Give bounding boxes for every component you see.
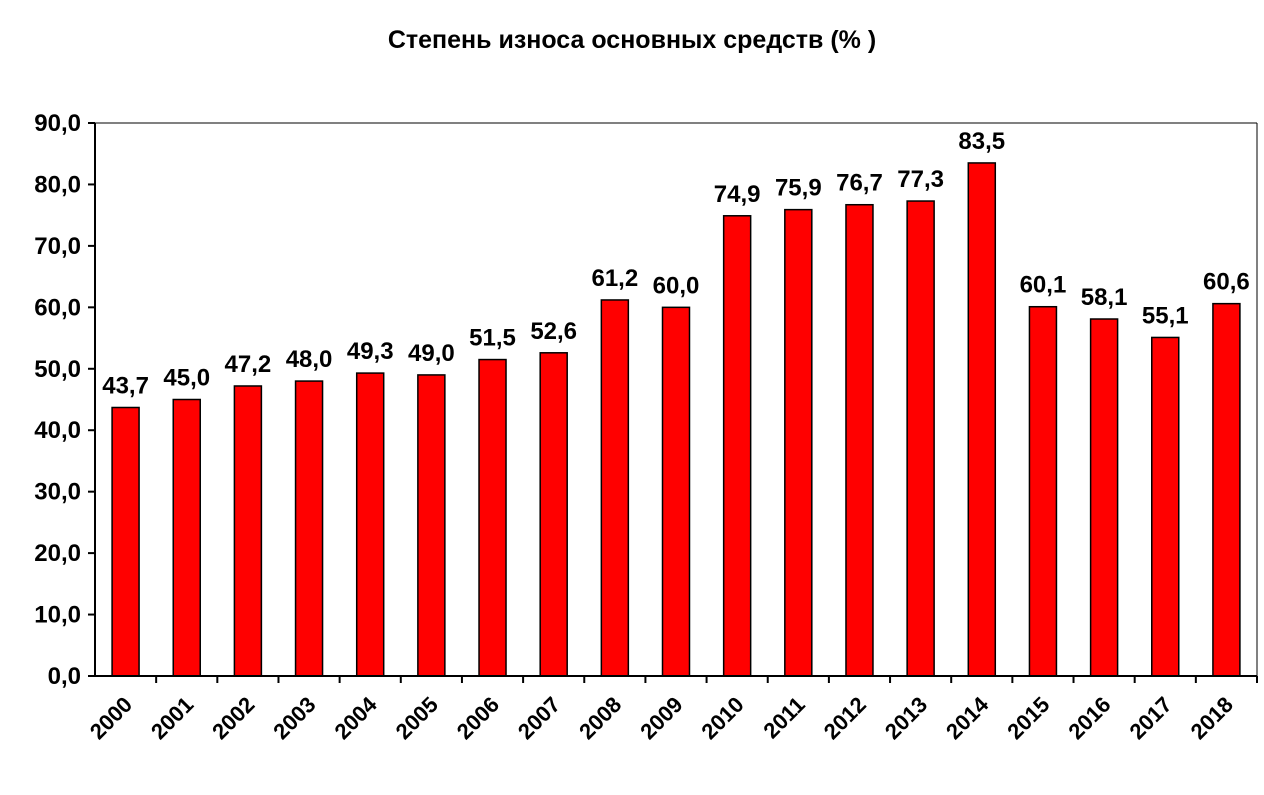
data-label: 48,0 <box>286 346 333 373</box>
y-tick-label: 30,0 <box>34 479 81 506</box>
bar <box>478 358 507 677</box>
data-label: 83,5 <box>958 128 1005 155</box>
x-tick-label: 2010 <box>696 692 748 744</box>
bar <box>1028 305 1058 677</box>
data-label: 55,1 <box>1142 302 1189 329</box>
data-label: 77,3 <box>897 166 944 193</box>
bar <box>111 406 140 677</box>
data-label: 60,0 <box>653 272 700 299</box>
x-axis-ticks: 2000 2001 2002 2003 2004 2005 2006 2007 2008 2009… <box>85 676 1258 744</box>
bar <box>294 380 324 677</box>
data-label: 60,1 <box>1020 272 1067 299</box>
data-label: 61,2 <box>591 265 638 292</box>
x-tick-label: 2008 <box>574 692 626 744</box>
bar <box>845 203 874 677</box>
bar <box>355 372 385 677</box>
y-tick-label: 60,0 <box>34 294 81 321</box>
x-tick-label: 2015 <box>1002 692 1054 744</box>
bar <box>233 385 263 677</box>
x-tick-label: 2017 <box>1125 692 1177 744</box>
bar <box>906 200 935 677</box>
data-label: 49,0 <box>408 340 455 367</box>
data-label: 49,3 <box>347 338 394 365</box>
data-label: 45,0 <box>163 365 210 392</box>
bar <box>1089 318 1119 677</box>
x-tick-label: 2007 <box>513 692 565 744</box>
x-tick-label: 2016 <box>1063 692 1115 744</box>
x-tick-label: 2003 <box>268 692 320 744</box>
x-tick-label: 2001 <box>146 692 198 744</box>
bars-group <box>111 162 1241 677</box>
y-tick-label: 70,0 <box>34 233 81 260</box>
y-tick-label: 80,0 <box>34 171 81 198</box>
data-label: 51,5 <box>469 325 516 352</box>
y-tick-label: 90,0 <box>34 110 81 137</box>
bar <box>722 215 752 677</box>
data-label: 76,7 <box>836 170 883 197</box>
bar <box>600 299 630 677</box>
x-tick-label: 2006 <box>452 692 504 744</box>
bar <box>1212 302 1241 677</box>
x-tick-label: 2004 <box>329 691 382 744</box>
bar <box>784 208 813 677</box>
data-label: 75,9 <box>775 175 822 202</box>
chart-title: Степень износа основных средств (% ) <box>387 26 877 54</box>
bar <box>417 374 446 677</box>
data-label: 47,2 <box>225 351 272 378</box>
y-tick-label: 20,0 <box>34 540 81 567</box>
x-tick-label: 2014 <box>941 691 994 744</box>
x-tick-label: 2013 <box>880 692 932 744</box>
x-tick-label: 2002 <box>207 692 259 744</box>
x-tick-label: 2005 <box>391 692 443 744</box>
data-label: 74,9 <box>714 181 761 208</box>
bar <box>661 306 691 677</box>
y-tick-label: 50,0 <box>34 356 81 383</box>
x-tick-label: 2018 <box>1186 692 1238 744</box>
data-label: 60,6 <box>1203 269 1250 296</box>
x-tick-label: 2009 <box>635 692 687 744</box>
y-tick-label: 40,0 <box>34 417 81 444</box>
y-axis-ticks: 0,0 10,0 20,0 30,0 40,0 50,0 60,0 70,0 80,0 90,0 <box>34 110 95 690</box>
bar <box>172 398 201 677</box>
y-tick-label: 10,0 <box>34 602 81 629</box>
x-tick-label: 2012 <box>819 692 871 744</box>
bar <box>1151 336 1180 677</box>
bar <box>539 352 568 677</box>
data-label: 43,7 <box>102 372 149 399</box>
y-tick-label: 0,0 <box>48 663 81 690</box>
bar <box>967 162 997 677</box>
x-tick-label: 2000 <box>85 692 137 744</box>
data-labels-group: 43,7 45,0 47,2 48,0 49,3 49,0 51,5 52,6 61,2 60,0… <box>102 128 1250 400</box>
data-label: 52,6 <box>530 318 577 345</box>
x-tick-label: 2011 <box>758 692 809 743</box>
data-label: 58,1 <box>1081 284 1128 311</box>
